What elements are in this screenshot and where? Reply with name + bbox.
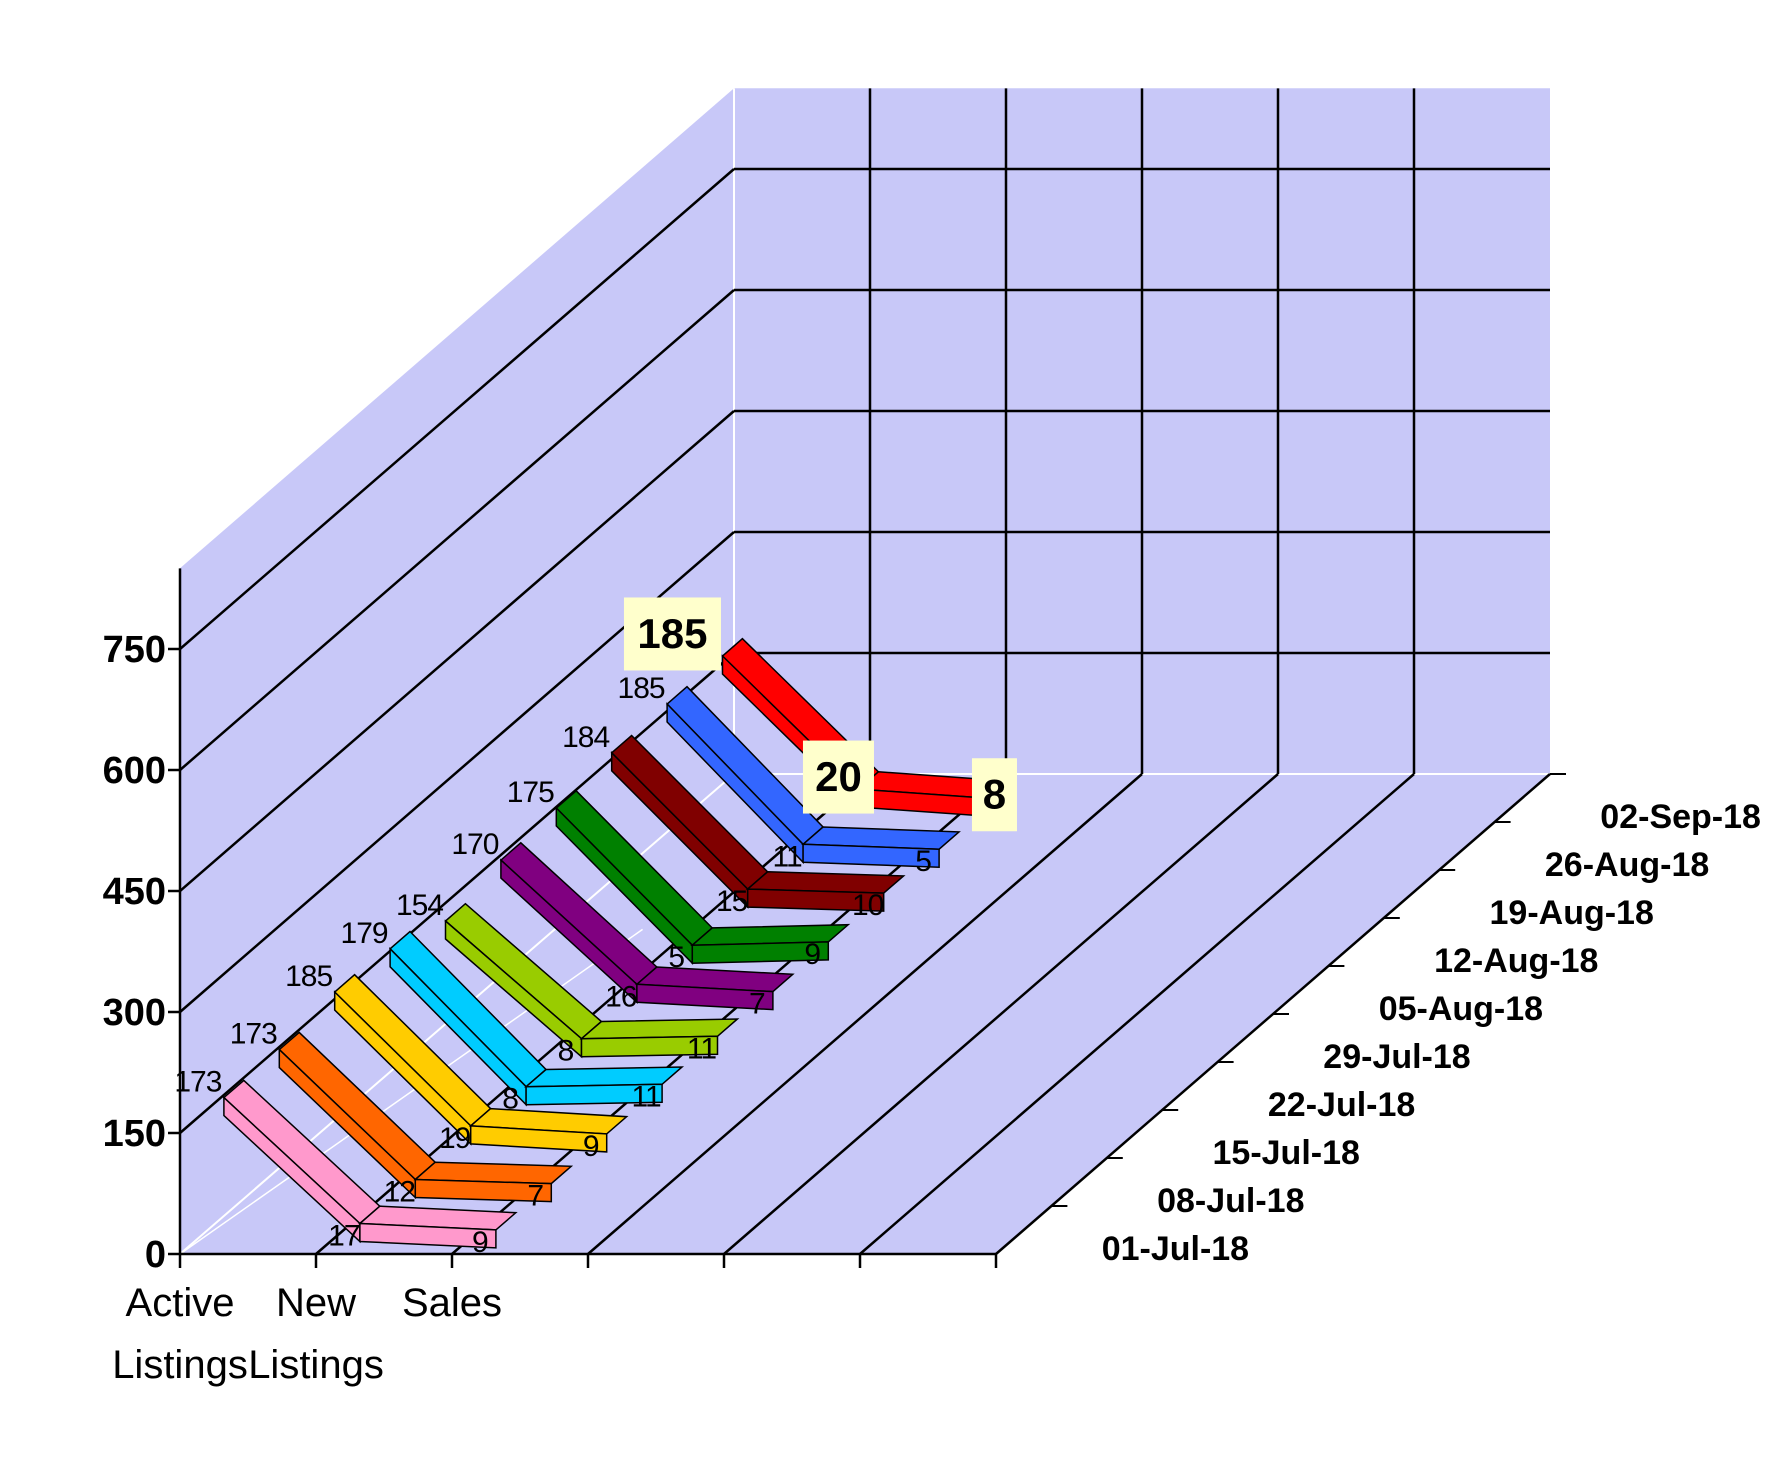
data-label: 173 <box>174 1066 221 1099</box>
series-segment <box>580 1035 719 1058</box>
y-tick-label: 150 <box>103 1113 166 1155</box>
data-label: 5 <box>668 941 684 974</box>
depth-tick-label: 22-Jul-18 <box>1268 1086 1415 1124</box>
side-gridline <box>179 652 735 1134</box>
y-tick-label: 750 <box>103 629 166 671</box>
depth-tick-label: 08-Jul-18 <box>1157 1182 1304 1220</box>
floor-gridline <box>723 773 1279 1255</box>
series-segment <box>414 1178 553 1203</box>
depth-tick-label: 02-Sep-18 <box>1600 798 1761 836</box>
data-label: 184 <box>562 721 609 754</box>
floor-gridline <box>859 773 1415 1255</box>
floor-gridline <box>587 773 1143 1255</box>
x-category-label: Listings <box>248 1343 384 1387</box>
x-category-label: Listings <box>112 1343 248 1387</box>
data-label: 8 <box>502 1083 518 1116</box>
series-segment <box>525 1083 663 1106</box>
floor-highlight <box>179 928 644 1255</box>
side-gridline <box>179 410 735 892</box>
data-label: 20 <box>815 753 862 800</box>
depth-tick-label: 12-Aug-18 <box>1434 942 1598 980</box>
data-label-box <box>971 758 1017 832</box>
x-category-label: Sales <box>402 1281 502 1325</box>
data-label: 9 <box>472 1226 488 1259</box>
x-category-label: Active <box>126 1281 235 1325</box>
data-label: 5 <box>915 845 931 878</box>
series-segment <box>469 1125 608 1153</box>
depth-tick-label: 05-Aug-18 <box>1379 990 1543 1028</box>
depth-tick-label: 01-Jul-18 <box>1102 1230 1249 1268</box>
depth-tick-label: 29-Jul-18 <box>1323 1038 1470 1076</box>
data-label: 170 <box>451 828 498 861</box>
data-label-box <box>802 740 874 814</box>
y-tick-label: 600 <box>103 750 166 792</box>
data-label: 154 <box>396 889 443 922</box>
data-label: 175 <box>507 776 554 809</box>
data-label: 185 <box>618 672 665 705</box>
data-label: 7 <box>749 988 765 1021</box>
data-label: 11 <box>631 1080 660 1113</box>
data-label-highlight: 185 <box>623 597 721 671</box>
y-tick-label: 300 <box>103 992 166 1034</box>
data-label: 185 <box>285 960 332 993</box>
data-label: 7 <box>527 1180 543 1213</box>
side-gridline <box>179 289 735 771</box>
data-label: 179 <box>341 917 388 950</box>
series-segment <box>691 941 830 964</box>
data-label: 15 <box>716 885 748 918</box>
data-label: 12 <box>384 1176 416 1209</box>
series-segment <box>802 843 940 868</box>
data-label-box <box>623 597 721 671</box>
data-label: 10 <box>852 889 884 922</box>
data-label: 19 <box>439 1122 471 1155</box>
data-label: 8 <box>558 1035 574 1068</box>
data-label-highlight: 20 <box>802 740 874 814</box>
data-label: 16 <box>605 980 637 1013</box>
x-category-label: New <box>276 1281 356 1325</box>
series-segment <box>636 983 774 1011</box>
data-label-highlight: 8 <box>971 758 1017 832</box>
series-segment <box>359 1222 497 1249</box>
data-label: 11 <box>687 1032 716 1065</box>
chart-axes: 0 150 300 450 600 750 Active Listings New Listing… <box>103 568 1761 1387</box>
depth-tick-label: 19-Aug-18 <box>1490 894 1654 932</box>
chart-gridlines <box>179 88 1551 1255</box>
data-label: 11 <box>772 840 801 873</box>
side-gridline <box>179 168 735 650</box>
side-wall <box>180 88 734 1254</box>
chart-series <box>222 637 1017 1249</box>
data-label: 185 <box>637 610 707 657</box>
series-segment <box>746 888 885 912</box>
data-label: 173 <box>230 1018 277 1051</box>
data-label: 9 <box>804 938 820 971</box>
data-label: 8 <box>983 771 1006 818</box>
y-tick-label: 0 <box>145 1234 166 1276</box>
data-label: 9 <box>583 1130 599 1163</box>
depth-tick-label: 15-Jul-18 <box>1213 1134 1360 1172</box>
chart-walls <box>179 88 1550 1255</box>
data-label: 17 <box>328 1219 360 1252</box>
y-tick-label: 450 <box>103 871 166 913</box>
depth-tick-label: 26-Aug-18 <box>1545 846 1709 884</box>
